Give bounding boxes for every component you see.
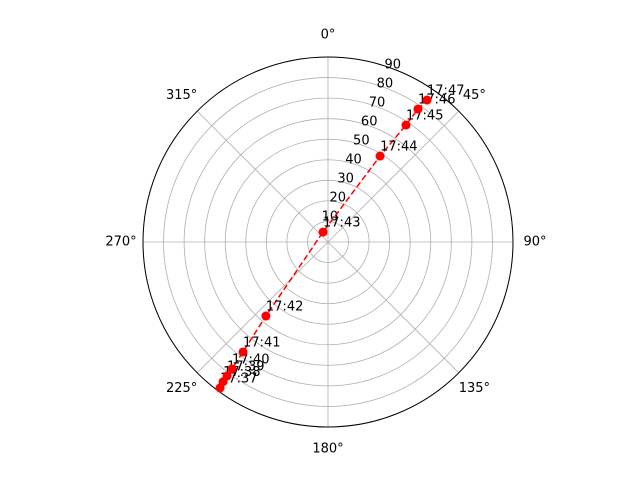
grid-spoke (327, 110, 460, 243)
point-label: 17:44 (380, 140, 417, 155)
r-tick-label: 20 (329, 191, 346, 206)
point-label: 17:40 (232, 352, 269, 367)
point-marker (238, 347, 248, 357)
polar-spine (142, 56, 514, 428)
point-marker (375, 151, 385, 161)
theta-tick-label: 0° (321, 28, 336, 43)
r-tick-label: 60 (361, 115, 378, 130)
point-label: 17:45 (406, 109, 443, 124)
point-marker (413, 104, 423, 114)
point-marker (422, 95, 432, 105)
r-tick-label: 30 (337, 172, 354, 187)
point-label: 17:42 (266, 300, 303, 315)
theta-tick-label: 180° (312, 442, 343, 457)
point-label: 17:47 (427, 84, 464, 99)
point-marker (227, 364, 237, 374)
theta-tick-label: 315° (166, 88, 197, 103)
r-tick-label: 80 (377, 77, 394, 92)
theta-tick-label: 90° (523, 235, 546, 250)
point-marker (401, 120, 411, 130)
theta-tick-label: 270° (105, 235, 136, 250)
point-label: 17:41 (243, 335, 280, 350)
point-marker (318, 227, 328, 237)
grid-spoke (196, 241, 329, 374)
point-marker (222, 371, 232, 381)
theta-tick-label: 45° (463, 88, 486, 103)
r-tick-label: 40 (345, 153, 362, 168)
point-label: 17:43 (323, 216, 360, 231)
point-marker (261, 311, 271, 321)
grid-spoke (196, 110, 329, 243)
r-tick-label: 10 (322, 210, 339, 225)
grid-spoke (327, 241, 460, 374)
theta-tick-label: 135° (459, 381, 490, 396)
r-tick-label: 50 (353, 134, 370, 149)
r-tick-label: 70 (369, 96, 386, 111)
point-label: 17:39 (227, 359, 264, 374)
theta-tick-label: 225° (166, 381, 197, 396)
r-tick-label: 90 (385, 58, 402, 73)
